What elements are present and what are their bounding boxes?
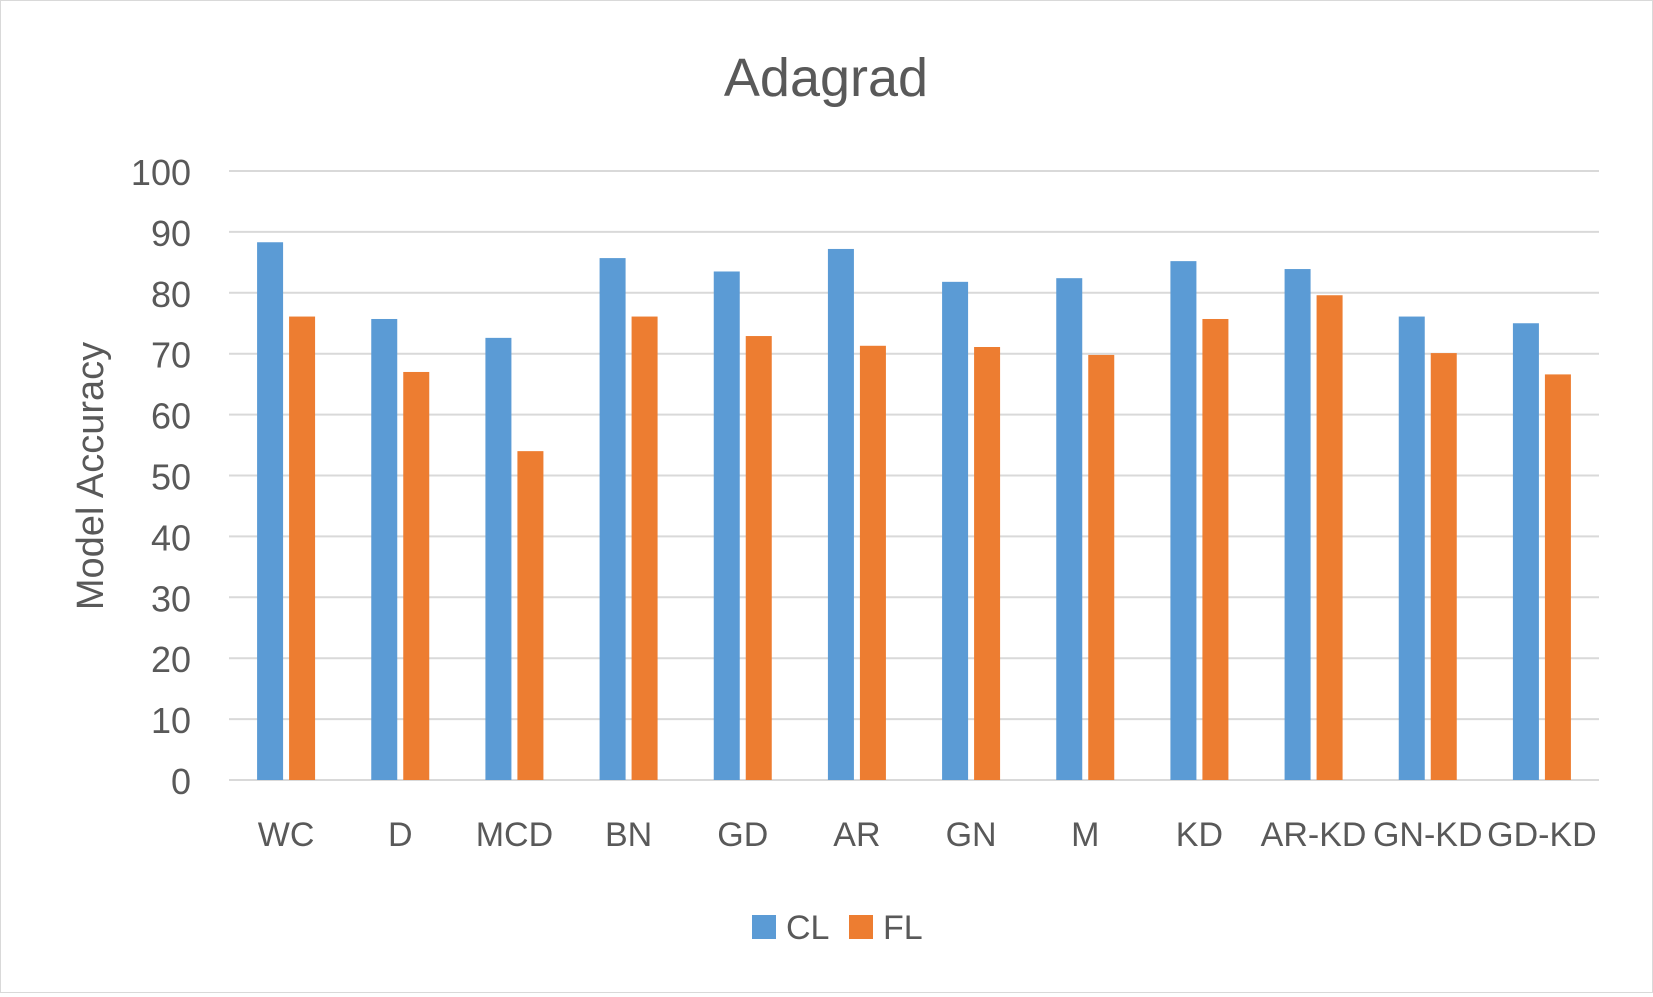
category-group xyxy=(1170,261,1229,781)
y-axis-ticks: 0 10 20 30 40 50 60 70 80 90 100 xyxy=(131,152,191,802)
bar-cl xyxy=(1284,269,1311,780)
bar-cl xyxy=(1512,323,1539,780)
category-group xyxy=(1284,269,1343,780)
bar-cl xyxy=(713,271,740,780)
bar-cl xyxy=(485,337,512,780)
bar-cl xyxy=(599,258,626,780)
legend-swatch xyxy=(849,915,873,939)
category-group xyxy=(257,242,316,781)
bar-fl xyxy=(1544,374,1571,780)
y-tick-label: 60 xyxy=(151,396,191,437)
y-tick-label: 20 xyxy=(151,639,191,680)
legend-item-cl: CL xyxy=(752,909,829,947)
category-group xyxy=(371,318,430,780)
bar-fl xyxy=(1430,353,1457,780)
y-tick-label: 10 xyxy=(151,700,191,741)
category-group xyxy=(1056,278,1115,780)
x-tick-label: KD xyxy=(1176,816,1223,854)
bar-fl xyxy=(517,451,544,780)
y-tick-label: 40 xyxy=(151,517,191,558)
x-tick-label: WC xyxy=(258,816,315,854)
bars xyxy=(257,242,1571,781)
x-tick-label: GN xyxy=(946,816,997,854)
category-group xyxy=(827,248,886,780)
bar-fl xyxy=(745,336,772,780)
y-tick-label: 80 xyxy=(151,274,191,315)
bar-cl xyxy=(1056,278,1083,780)
bar-cl xyxy=(1398,316,1425,780)
legend-item-fl: FL xyxy=(849,909,923,947)
x-axis-ticks: WC D MCD BN GD AR GN M KD AR-KD GN-KD GD-KD xyxy=(258,816,1597,854)
legend-label: CL xyxy=(786,909,829,947)
y-tick-label: 50 xyxy=(151,457,191,498)
category-group xyxy=(599,258,658,780)
chart-title: Adagrad xyxy=(724,48,928,108)
bar-fl xyxy=(1316,295,1343,780)
y-tick-label: 30 xyxy=(151,578,191,619)
x-tick-label: D xyxy=(388,816,413,854)
y-tick-label: 90 xyxy=(151,213,191,254)
bar-fl xyxy=(403,371,430,780)
legend-swatch xyxy=(752,915,776,939)
x-tick-label: AR-KD xyxy=(1261,816,1367,854)
bar-fl xyxy=(974,347,1001,780)
x-tick-label: MCD xyxy=(476,816,553,854)
category-group xyxy=(485,337,544,780)
legend-label: FL xyxy=(883,909,923,947)
bar-cl xyxy=(257,242,284,781)
y-tick-label: 70 xyxy=(151,335,191,376)
x-tick-label: M xyxy=(1071,816,1099,854)
category-group xyxy=(713,271,772,780)
x-tick-label: BN xyxy=(605,816,652,854)
x-tick-label: GN-KD xyxy=(1373,816,1483,854)
category-group xyxy=(1398,316,1457,780)
x-tick-label: GD-KD xyxy=(1487,816,1597,854)
legend: CL FL xyxy=(752,909,923,947)
y-axis-label: Model Accuracy xyxy=(70,342,112,610)
bar-cl xyxy=(371,318,398,780)
bar-fl xyxy=(1088,354,1115,780)
y-tick-label: 0 xyxy=(171,761,191,802)
bar-cl xyxy=(942,281,969,780)
gridlines xyxy=(229,170,1599,781)
x-tick-label: GD xyxy=(717,816,768,854)
bar-fl xyxy=(289,316,316,780)
bar-fl xyxy=(859,345,886,780)
bar-fl xyxy=(631,316,658,780)
category-group xyxy=(942,281,1001,780)
bar-fl xyxy=(1202,318,1229,780)
x-tick-label: AR xyxy=(833,816,880,854)
bar-cl xyxy=(827,248,854,780)
y-tick-label: 100 xyxy=(131,152,191,193)
bar-cl xyxy=(1170,261,1197,781)
category-group xyxy=(1512,323,1571,780)
